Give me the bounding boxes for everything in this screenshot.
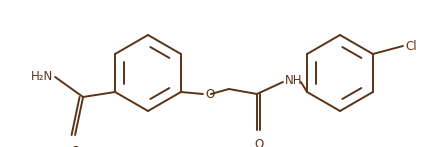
Text: S: S (71, 145, 79, 147)
Text: Cl: Cl (405, 40, 417, 52)
Text: NH: NH (285, 75, 302, 87)
Text: O: O (205, 87, 214, 101)
Text: H₂N: H₂N (31, 70, 53, 82)
Text: O: O (254, 138, 263, 147)
